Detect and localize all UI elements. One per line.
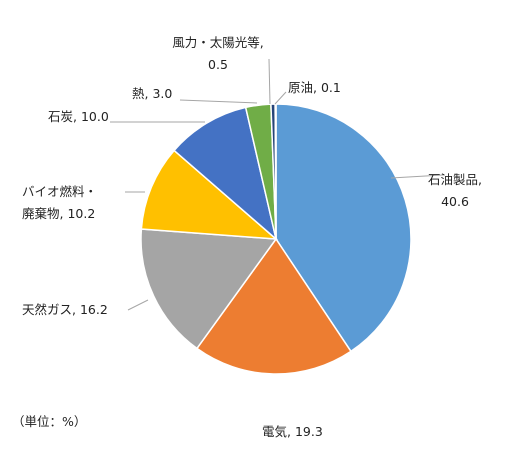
pie-slice-3: [140, 228, 278, 350]
leader-line-6: [179, 99, 258, 104]
leader-line-1: [390, 174, 444, 179]
data-label-line: 風力・太陽光等,: [172, 35, 263, 50]
data-label-line: 廃棄物, 10.2: [22, 206, 95, 221]
data-label-line: 石油製品,: [428, 172, 482, 187]
data-labels: 石油製品, 40.6 電気, 19.3 天然ガス, 16.2 バイオ燃料・廃棄物, 10…: [22, 35, 482, 439]
data-label-5: 石炭, 10.0: [48, 109, 109, 124]
data-label-8: 原油, 0.1: [288, 80, 341, 95]
pie-slice-5: [173, 106, 278, 242]
data-label-1: 石油製品, 40.6: [428, 172, 482, 209]
data-label-line: 熱, 3.0: [132, 86, 172, 101]
data-label-line: 原油, 0.1: [288, 80, 341, 95]
data-label-line: バイオ燃料・: [22, 184, 97, 199]
pie-slice-4: [140, 149, 279, 240]
unit-note: （単位：%）: [12, 414, 86, 429]
data-label-line: 40.6: [441, 194, 469, 209]
leader-line-8: [274, 91, 287, 105]
data-label-line: 電気, 19.3: [262, 424, 323, 439]
data-label-7: 風力・太陽光等, 0.5: [172, 35, 263, 72]
data-label-6: 熱, 3.0: [132, 86, 172, 101]
leader-line-7: [268, 58, 271, 105]
data-label-4: バイオ燃料・廃棄物, 10.2: [22, 184, 97, 221]
leader-line-3: [127, 299, 149, 311]
label-leader-lines: [110, 58, 444, 311]
data-label-3: 天然ガス, 16.2: [22, 302, 108, 317]
pie-slice-2: [195, 237, 352, 375]
data-label-2: 電気, 19.3: [262, 424, 323, 439]
data-label-line: 天然ガス, 16.2: [22, 302, 108, 317]
data-label-line: 石炭, 10.0: [48, 109, 109, 124]
data-label-line: 0.5: [208, 57, 228, 72]
pie-slice-8: [274, 103, 277, 240]
pie-slices: [140, 103, 412, 375]
